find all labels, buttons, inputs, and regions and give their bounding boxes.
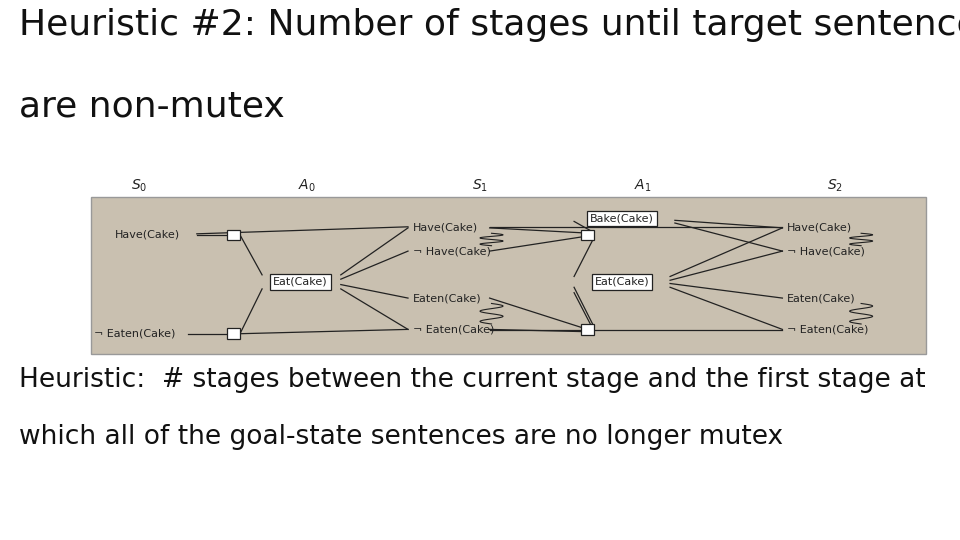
Text: Have(Cake): Have(Cake) (115, 230, 180, 240)
Bar (91, 197, 926, 354)
Text: Heuristic #2: Number of stages until target sentences: Heuristic #2: Number of stages until tar… (19, 8, 960, 42)
Text: Eaten(Cake): Eaten(Cake) (787, 293, 855, 303)
Text: $S_{2}$: $S_{2}$ (828, 177, 843, 193)
Text: which all of the goal-state sentences are no longer mutex: which all of the goal-state sentences ar… (19, 424, 783, 450)
Text: $S_{1}$: $S_{1}$ (472, 177, 488, 193)
Text: $S_{0}$: $S_{0}$ (132, 177, 147, 193)
Text: ¬ Have(Cake): ¬ Have(Cake) (413, 246, 491, 256)
Bar (582, 230, 593, 240)
Bar (227, 328, 240, 339)
Bar (582, 324, 593, 335)
Text: ¬ Have(Cake): ¬ Have(Cake) (787, 246, 865, 256)
Text: $A_{0}$: $A_{0}$ (299, 177, 316, 193)
Text: Have(Cake): Have(Cake) (787, 223, 852, 233)
Text: ¬ Eaten(Cake): ¬ Eaten(Cake) (94, 329, 176, 339)
Text: $A_{1}$: $A_{1}$ (635, 177, 652, 193)
Text: ¬ Eaten(Cake): ¬ Eaten(Cake) (787, 325, 869, 334)
Text: Eaten(Cake): Eaten(Cake) (413, 293, 481, 303)
Text: Bake(Cake): Bake(Cake) (590, 214, 654, 224)
Text: are non-mutex: are non-mutex (19, 89, 285, 123)
Text: ¬ Eaten(Cake): ¬ Eaten(Cake) (413, 325, 494, 334)
Text: Eat(Cake): Eat(Cake) (274, 277, 327, 287)
Bar (227, 230, 240, 240)
Text: Heuristic:  # stages between the current stage and the first stage at: Heuristic: # stages between the current … (19, 367, 925, 393)
Text: Eat(Cake): Eat(Cake) (595, 277, 649, 287)
Text: Have(Cake): Have(Cake) (413, 223, 478, 233)
